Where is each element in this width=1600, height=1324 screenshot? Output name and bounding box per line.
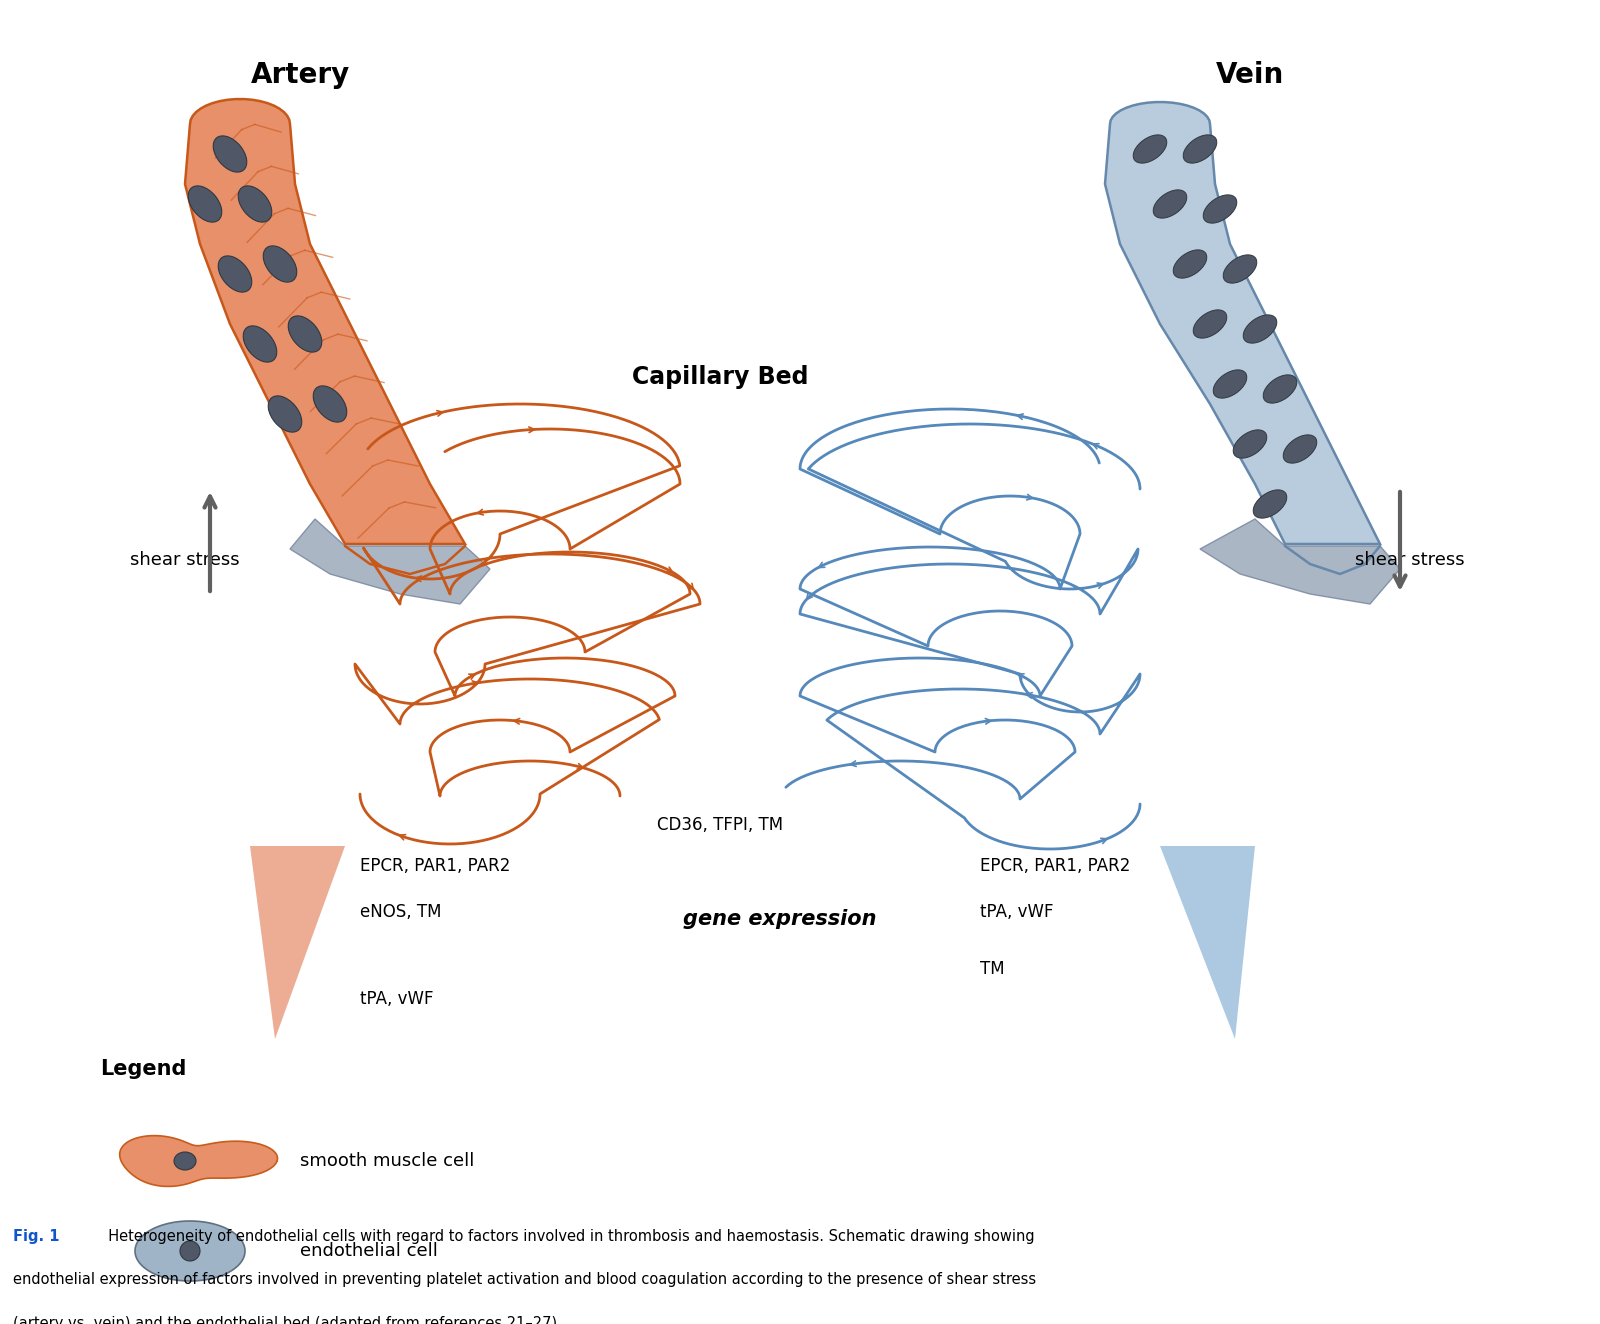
Text: tPA, vWF: tPA, vWF [360, 990, 434, 1008]
Ellipse shape [269, 396, 302, 432]
Text: shear stress: shear stress [130, 551, 240, 569]
Polygon shape [1200, 519, 1400, 604]
Polygon shape [1106, 102, 1379, 544]
Ellipse shape [1213, 369, 1246, 399]
Text: eNOS, TM: eNOS, TM [360, 903, 442, 922]
Text: gene expression: gene expression [683, 910, 877, 929]
Ellipse shape [1264, 375, 1296, 402]
Text: tPA, vWF: tPA, vWF [979, 903, 1053, 922]
Ellipse shape [1243, 315, 1277, 343]
Ellipse shape [314, 385, 347, 422]
Polygon shape [1160, 846, 1254, 1039]
Ellipse shape [264, 246, 296, 282]
Ellipse shape [1283, 434, 1317, 463]
Text: Heterogeneity of endothelial cells with regard to factors involved in thrombosis: Heterogeneity of endothelial cells with … [99, 1229, 1035, 1243]
Ellipse shape [1184, 135, 1216, 163]
Ellipse shape [1203, 195, 1237, 224]
Ellipse shape [1154, 189, 1187, 218]
Ellipse shape [238, 185, 272, 222]
Text: TM: TM [979, 960, 1005, 978]
Text: EPCR, PAR1, PAR2: EPCR, PAR1, PAR2 [360, 857, 510, 875]
Text: CD36, TFPI, TM: CD36, TFPI, TM [658, 816, 782, 834]
Text: Vein: Vein [1216, 61, 1285, 89]
Text: Fig. 1: Fig. 1 [13, 1229, 59, 1243]
Text: shear stress: shear stress [1355, 551, 1466, 569]
Text: smooth muscle cell: smooth muscle cell [301, 1152, 474, 1170]
Ellipse shape [174, 1152, 195, 1170]
Ellipse shape [1253, 490, 1286, 518]
Text: endothelial cell: endothelial cell [301, 1242, 438, 1260]
Polygon shape [120, 1136, 277, 1186]
Polygon shape [186, 99, 466, 544]
Ellipse shape [1133, 135, 1166, 163]
Text: Capillary Bed: Capillary Bed [632, 365, 808, 389]
Ellipse shape [1194, 310, 1227, 338]
Text: Artery: Artery [250, 61, 350, 89]
Polygon shape [134, 1221, 245, 1282]
Text: EPCR, PAR1, PAR2: EPCR, PAR1, PAR2 [979, 857, 1130, 875]
Ellipse shape [1234, 430, 1267, 458]
Ellipse shape [179, 1241, 200, 1260]
Polygon shape [250, 846, 346, 1039]
Ellipse shape [218, 256, 251, 293]
Ellipse shape [243, 326, 277, 363]
Text: Legend: Legend [99, 1059, 186, 1079]
Ellipse shape [1224, 254, 1256, 283]
Ellipse shape [213, 136, 246, 172]
Polygon shape [290, 519, 490, 604]
Text: endothelial expression of factors involved in preventing platelet activation and: endothelial expression of factors involv… [13, 1272, 1035, 1287]
Ellipse shape [288, 316, 322, 352]
Text: (artery vs. vein) and the endothelial bed (adapted from references 21–27).: (artery vs. vein) and the endothelial be… [13, 1316, 562, 1324]
Ellipse shape [189, 185, 222, 222]
Ellipse shape [1173, 250, 1206, 278]
